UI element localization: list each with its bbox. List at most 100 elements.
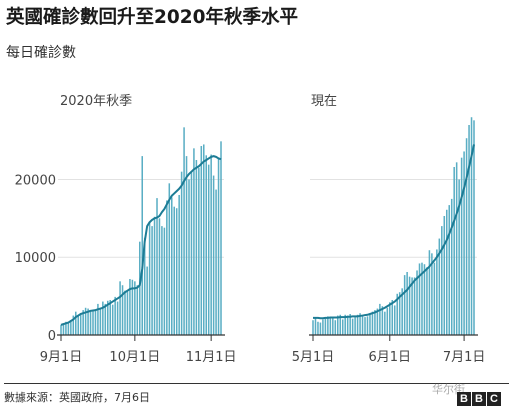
bar <box>200 146 203 335</box>
bar <box>116 301 119 335</box>
bar <box>97 303 99 335</box>
bar <box>141 156 143 335</box>
bar <box>131 279 134 335</box>
bar <box>349 314 351 335</box>
bar <box>212 175 215 335</box>
bar <box>183 127 185 335</box>
bar <box>468 125 470 335</box>
bar <box>119 281 121 335</box>
bar <box>198 167 200 335</box>
bar <box>134 281 136 335</box>
bar <box>175 208 178 335</box>
bar <box>460 157 463 335</box>
bar <box>210 154 212 335</box>
bar <box>109 300 111 335</box>
bar <box>322 319 324 335</box>
bar <box>438 238 441 335</box>
bar <box>205 155 207 335</box>
logo-letter: B <box>472 392 486 406</box>
bar <box>418 263 421 335</box>
bar <box>463 151 465 335</box>
bar <box>77 315 79 335</box>
bar <box>443 216 446 335</box>
bar <box>136 285 139 335</box>
bar <box>111 304 114 335</box>
bar <box>62 323 65 335</box>
bar <box>92 310 94 335</box>
bar <box>376 308 379 335</box>
bar <box>319 322 322 335</box>
bar <box>346 315 349 335</box>
bbc-logo: B B C <box>457 392 501 406</box>
bar <box>193 148 195 335</box>
bar <box>327 316 329 335</box>
bar <box>94 310 97 335</box>
bar <box>408 276 411 335</box>
chart-subtitle: 每日確診數 <box>6 45 76 61</box>
bar <box>146 266 148 335</box>
watermark-text: 华尔街 <box>432 383 465 396</box>
bar <box>151 226 153 335</box>
bar <box>450 198 453 335</box>
bar <box>185 156 188 335</box>
x-tick-label: 5月1日 <box>292 350 335 365</box>
bar <box>139 241 141 335</box>
bar <box>445 209 448 335</box>
bar <box>180 171 183 335</box>
bar <box>436 249 438 335</box>
bar <box>215 189 217 335</box>
bar <box>114 296 116 335</box>
bar <box>79 314 82 335</box>
daily-cases-chart: 2020年秋季 0 10000 20000 9月1日 10月1日 11月1日 現在 5月1日 6月… <box>15 94 486 365</box>
panel-label: 現在 <box>311 94 337 109</box>
bar <box>171 197 173 335</box>
bar <box>421 262 423 335</box>
bar <box>371 311 374 335</box>
bar <box>431 253 433 335</box>
logo-letter: C <box>487 392 501 406</box>
bar <box>337 315 339 335</box>
bar <box>389 302 391 335</box>
bar <box>317 321 319 335</box>
bar <box>148 222 151 335</box>
bar <box>75 311 77 335</box>
bar <box>107 300 109 335</box>
bar <box>121 285 124 335</box>
bar <box>465 138 468 335</box>
bar <box>433 262 436 335</box>
bar <box>153 216 156 335</box>
bar <box>195 160 198 335</box>
bar <box>332 317 334 335</box>
bar <box>423 264 426 335</box>
bar <box>168 183 171 335</box>
bar <box>359 313 361 335</box>
bar <box>207 164 210 335</box>
x-tick-label: 11月1日 <box>186 350 237 365</box>
bar <box>401 288 403 335</box>
bar <box>67 322 70 335</box>
bar <box>413 277 416 335</box>
bar <box>354 317 356 335</box>
bar <box>339 314 342 335</box>
bar <box>398 292 401 335</box>
bar <box>156 198 158 335</box>
bar <box>458 179 460 335</box>
bar <box>369 314 371 335</box>
bar <box>396 293 398 335</box>
bar <box>364 317 366 335</box>
bar <box>393 305 396 335</box>
bar <box>166 200 168 335</box>
bar <box>70 320 72 335</box>
bar <box>391 300 394 335</box>
bar <box>217 157 220 335</box>
y-tick-label: 0 <box>48 329 56 344</box>
bar <box>351 318 354 335</box>
bar <box>158 218 161 335</box>
bar <box>426 267 428 335</box>
bar <box>173 206 175 335</box>
bar <box>441 226 443 335</box>
bar <box>82 310 84 335</box>
panel-label: 2020年秋季 <box>60 94 132 109</box>
y-tick-label: 10000 <box>15 251 56 266</box>
bar <box>403 275 406 335</box>
